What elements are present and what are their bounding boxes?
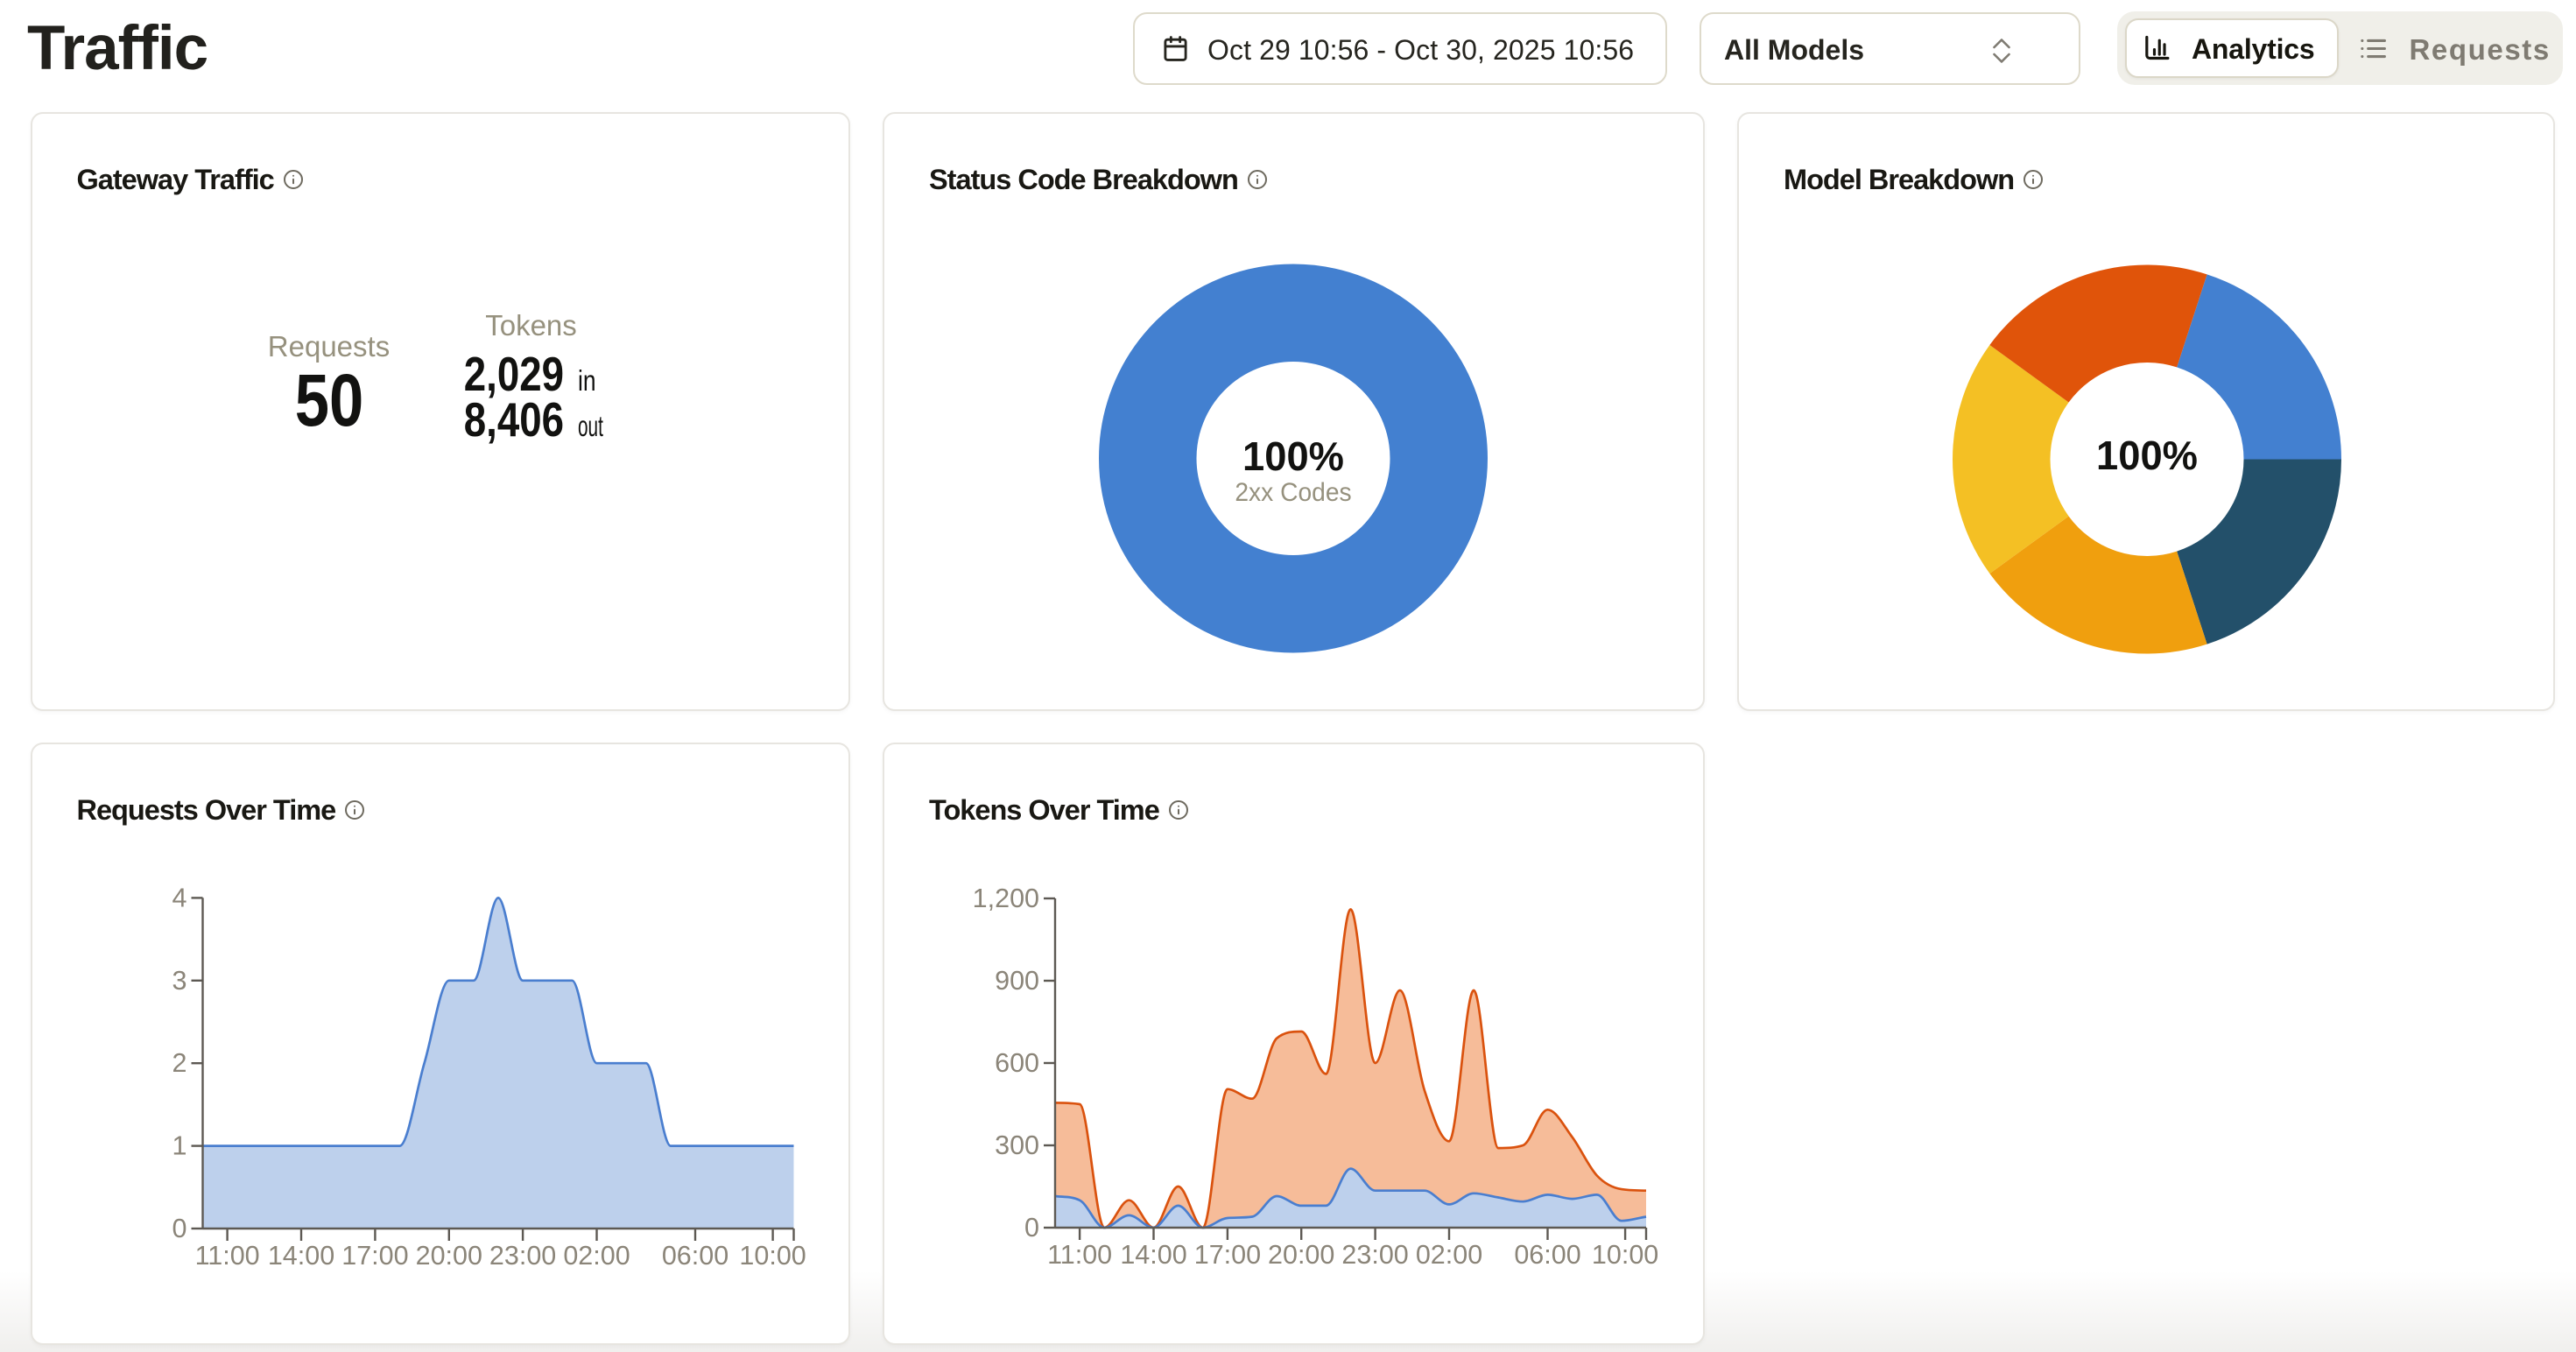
svg-text:06:00: 06:00 [661,1241,728,1271]
svg-text:14:00: 14:00 [1120,1240,1186,1270]
svg-text:10:00: 10:00 [739,1241,806,1271]
svg-text:600: 600 [995,1048,1039,1078]
svg-text:4: 4 [172,883,187,912]
svg-text:17:00: 17:00 [341,1241,408,1271]
svg-text:23:00: 23:00 [1341,1240,1408,1270]
svg-text:23:00: 23:00 [489,1241,555,1271]
svg-text:02:00: 02:00 [1416,1240,1482,1270]
svg-text:3: 3 [172,966,187,996]
svg-text:10:00: 10:00 [1592,1240,1658,1270]
svg-text:14:00: 14:00 [267,1241,334,1271]
svg-text:20:00: 20:00 [1268,1240,1334,1270]
svg-text:1,200: 1,200 [973,884,1039,913]
svg-text:0: 0 [172,1214,187,1243]
svg-text:0: 0 [1024,1213,1039,1243]
svg-text:06:00: 06:00 [1514,1240,1580,1270]
svg-text:900: 900 [995,966,1039,996]
svg-text:20:00: 20:00 [415,1241,482,1271]
svg-text:2: 2 [172,1048,187,1078]
svg-text:11:00: 11:00 [1047,1240,1112,1270]
svg-text:1: 1 [172,1131,187,1161]
svg-text:300: 300 [995,1130,1039,1160]
svg-text:11:00: 11:00 [194,1241,259,1271]
svg-text:17:00: 17:00 [1194,1240,1261,1270]
svg-text:02:00: 02:00 [563,1241,630,1271]
